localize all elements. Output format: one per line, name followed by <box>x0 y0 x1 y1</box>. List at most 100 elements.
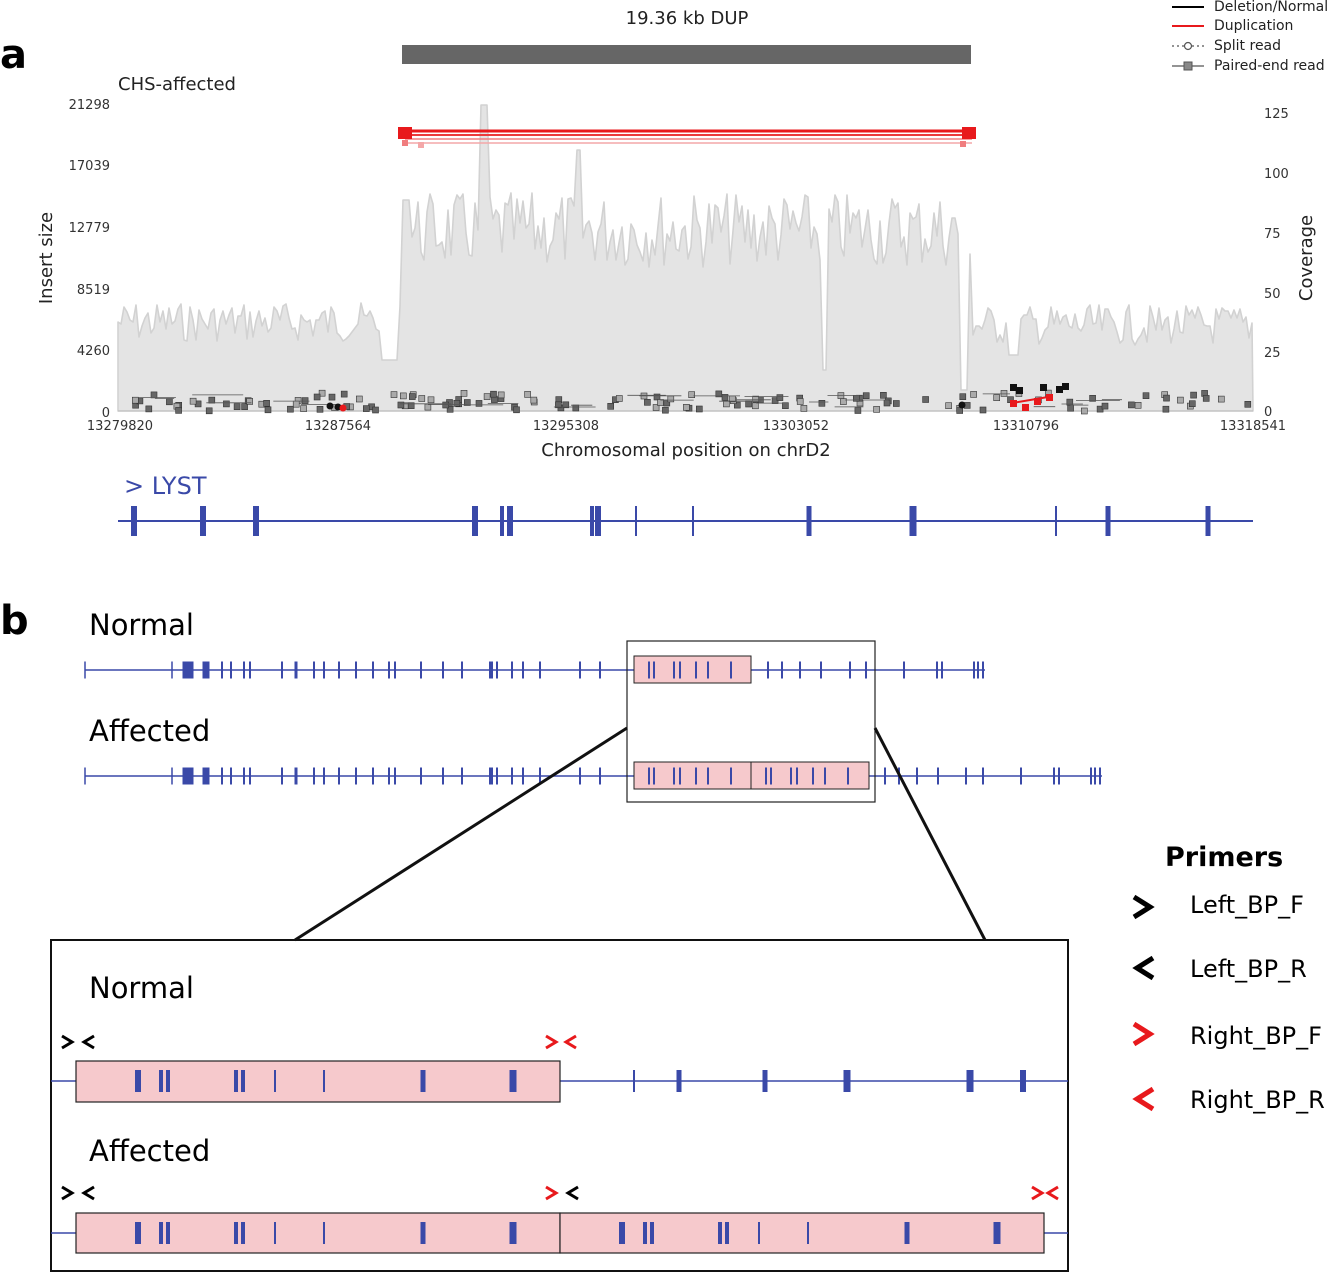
dup-marker <box>402 140 408 146</box>
exon <box>982 661 984 679</box>
read-marker <box>407 402 415 410</box>
exon <box>355 661 357 679</box>
read-marker <box>662 406 669 414</box>
zoom-normal-exons <box>135 1070 1026 1092</box>
primer-right-r-icon <box>1045 1185 1059 1201</box>
exon <box>281 661 283 679</box>
gene-exons <box>131 506 1211 536</box>
exon <box>253 506 259 536</box>
primer-left-r-icon <box>81 1185 95 1201</box>
read-marker <box>1067 404 1074 412</box>
primer-left-r-icon <box>81 1034 95 1050</box>
left-tick: 12779 <box>69 221 110 236</box>
left-axis-label: Insert size <box>36 212 57 304</box>
read-marker <box>883 399 891 407</box>
exon <box>849 661 851 679</box>
legend-primer-right-r-icon <box>1132 1086 1155 1112</box>
read-marker <box>615 395 623 402</box>
read-marker <box>1128 401 1135 409</box>
affected-label: Affected <box>89 714 210 748</box>
read-marker <box>555 401 562 409</box>
read-marker <box>189 397 197 405</box>
exon <box>202 767 210 785</box>
read-marker <box>460 389 468 397</box>
read-marker <box>205 407 213 415</box>
read-marker <box>959 393 967 401</box>
exon <box>1058 767 1060 785</box>
read-marker <box>328 393 336 401</box>
read-marker <box>427 396 435 404</box>
read-marker <box>752 402 759 410</box>
exon <box>648 767 650 785</box>
exon <box>323 661 325 679</box>
exon <box>1105 506 1111 536</box>
exon <box>84 661 86 679</box>
exon <box>730 661 732 679</box>
read-marker <box>1244 400 1252 408</box>
exon <box>171 767 173 785</box>
exon <box>973 661 975 679</box>
read-marker <box>688 391 696 399</box>
exon <box>767 661 769 679</box>
read-marker <box>530 396 538 404</box>
exon <box>159 1070 163 1092</box>
read-marker <box>490 390 497 398</box>
x-tick: 13279820 <box>87 419 153 434</box>
read-marker <box>1040 384 1047 391</box>
split-read <box>326 402 334 410</box>
exon <box>372 767 374 785</box>
primer-label: Right_BP_R <box>1190 1086 1325 1114</box>
exon <box>294 767 298 785</box>
primer-left-f-icon <box>61 1034 75 1050</box>
read-marker <box>241 403 248 411</box>
exon <box>461 661 463 679</box>
exon <box>633 1070 635 1092</box>
read-marker <box>922 396 929 403</box>
read-marker <box>175 407 182 414</box>
exon <box>695 661 697 679</box>
read-marker <box>497 391 505 399</box>
normal-label: Normal <box>89 608 194 642</box>
exon <box>159 1222 163 1244</box>
exon <box>420 1070 426 1092</box>
exon <box>847 767 849 785</box>
exon <box>796 767 798 785</box>
exon <box>903 661 905 679</box>
exon <box>676 1070 682 1092</box>
exon <box>679 661 681 679</box>
read-marker <box>446 405 454 413</box>
exon <box>420 1222 426 1244</box>
exon <box>909 506 917 536</box>
read-marker <box>483 393 491 400</box>
exon <box>166 1222 170 1244</box>
dup-read-marker <box>1046 394 1053 401</box>
exon <box>511 767 513 785</box>
exon <box>599 767 601 785</box>
exon <box>579 661 581 679</box>
exon <box>388 661 390 679</box>
read-marker <box>475 400 483 407</box>
primer-right-f-icon <box>545 1185 559 1201</box>
split-read <box>339 404 347 412</box>
read-marker <box>1016 387 1023 394</box>
exon <box>1094 767 1096 785</box>
exon <box>590 506 594 536</box>
read-marker <box>800 405 808 412</box>
exon <box>977 661 979 679</box>
exon <box>221 661 223 679</box>
exon <box>84 767 86 785</box>
read-marker <box>1202 395 1210 402</box>
read-marker <box>1134 401 1142 409</box>
read-marker <box>145 405 153 413</box>
exon <box>420 767 422 785</box>
left-tick: 4260 <box>77 344 110 359</box>
right-tick: 50 <box>1264 287 1281 302</box>
legend-circle-icon <box>1183 41 1193 51</box>
read-marker <box>657 399 664 406</box>
exon <box>171 661 173 679</box>
exon <box>241 1070 245 1092</box>
exon <box>243 661 245 679</box>
read-marker <box>644 398 651 406</box>
read-marker <box>362 405 370 412</box>
exon <box>820 661 822 679</box>
